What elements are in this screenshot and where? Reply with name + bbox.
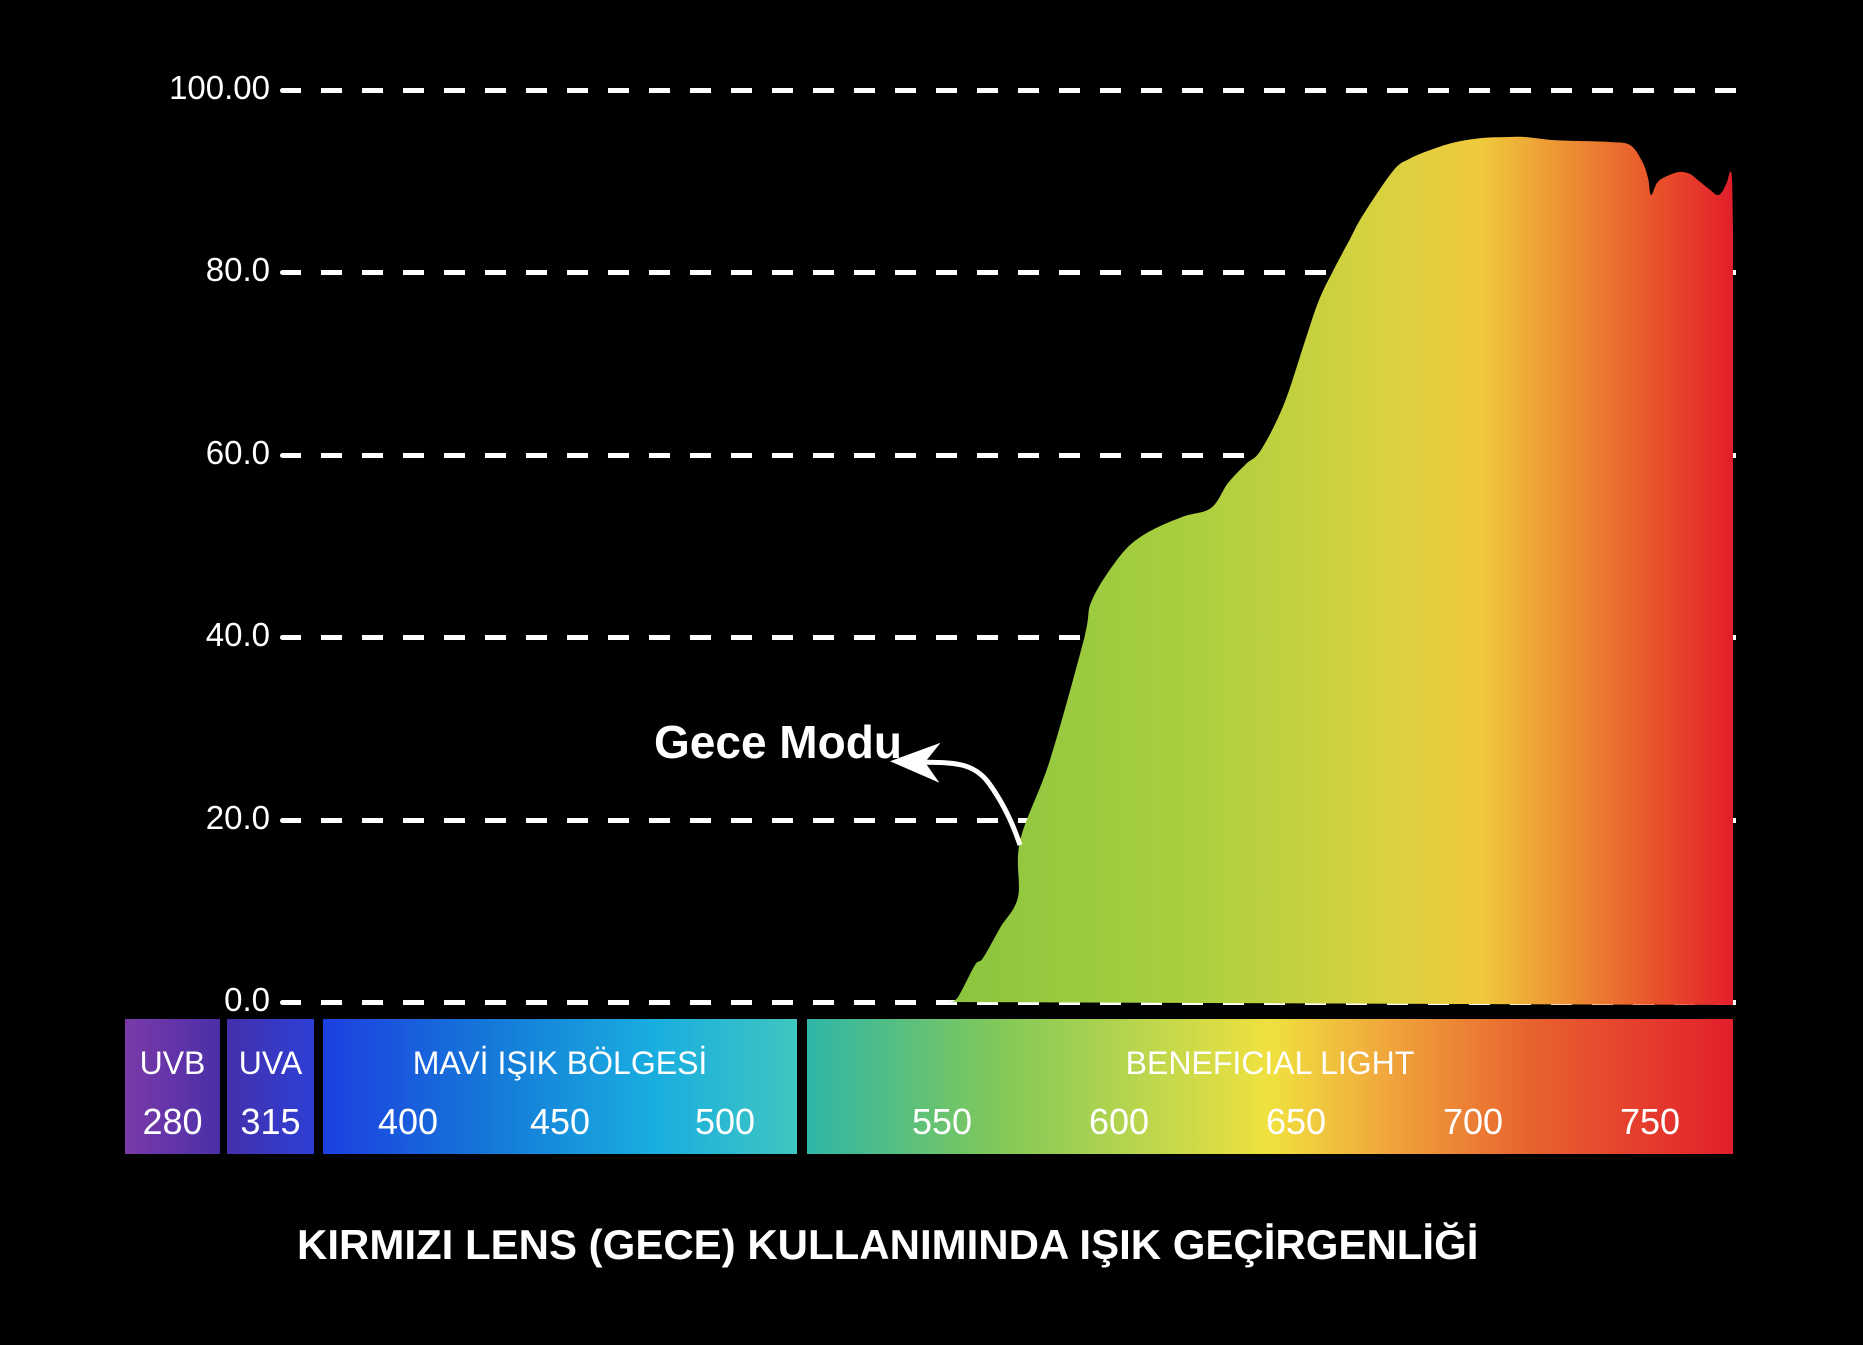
svg-text:Gece Modu: Gece Modu <box>654 716 902 768</box>
